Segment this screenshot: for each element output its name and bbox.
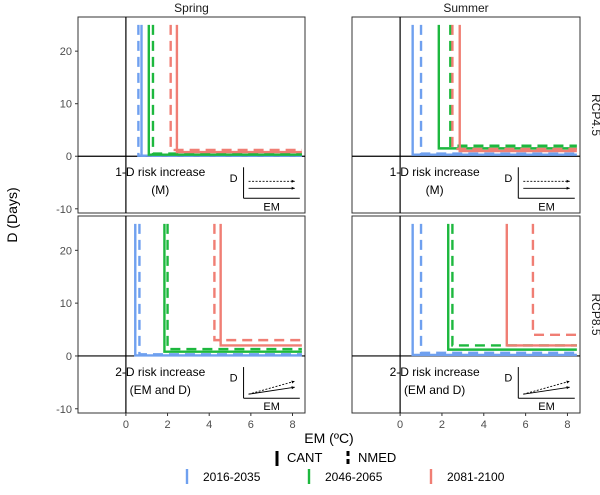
legend-label-2081-2100: 2081-2100 (447, 470, 505, 484)
x-tick-label: 6 (523, 419, 529, 431)
x-tick-label: 2 (439, 419, 445, 431)
annotation-line-1: 2-D risk increase (390, 365, 480, 379)
series-line-2016-2035-nmed (137, 24, 302, 157)
y-axis-title: D (Days) (4, 187, 20, 242)
inset-x-label: EM (538, 401, 555, 413)
y-tick-label: 20 (60, 46, 72, 58)
annotation-line-2: (EM and D) (130, 383, 191, 397)
series-line-2046-2065-nmed (151, 24, 302, 155)
inset-arrow-head (291, 386, 295, 390)
inset-y-label: D (504, 173, 512, 185)
inset-x-label: EM (263, 201, 280, 213)
series-line-2081-2100-nmed (531, 223, 577, 337)
inset-arrow-head (566, 179, 570, 183)
annotation-line-1: 1-D risk increase (390, 165, 480, 179)
legend-label-nmed: NMED (358, 450, 396, 465)
inset-arrow-head (566, 380, 570, 384)
legend-label-2016-2035: 2016-2035 (203, 470, 261, 484)
series-line-2081-2100-cant (458, 24, 577, 153)
inset-x-label: EM (538, 201, 555, 213)
x-tick-label: 6 (248, 419, 254, 431)
inset-y-label: D (504, 373, 512, 385)
inset-arrow-head (291, 179, 295, 183)
inset-arrow-line (523, 380, 570, 395)
inset-arrow-line (523, 386, 570, 395)
inset-arrow-head (291, 380, 295, 384)
series-line-2016-2035-cant (411, 223, 577, 357)
inset-arrow-head (566, 386, 570, 390)
column-strip-summer: Summer (443, 1, 488, 15)
series-line-2046-2065-nmed (451, 223, 577, 347)
panel-summer-rcp85-frame (351, 215, 581, 414)
column-strip-spring: Spring (174, 1, 209, 15)
y-tick-label: 10 (60, 298, 72, 310)
x-axis-title: EM (ºC) (304, 430, 353, 446)
panel-spring-rcp85-frame (77, 215, 306, 414)
y-tick-label: -10 (56, 204, 72, 216)
series-line-2016-2035-nmed (419, 223, 577, 354)
series-line-2016-2035-nmed (138, 223, 302, 356)
y-tick-label: -10 (56, 404, 72, 416)
annotation-line-2: (M) (151, 183, 169, 197)
inset-arrow-head (566, 186, 570, 190)
series-line-2081-2100-cant (505, 223, 577, 347)
series-line-2081-2100-cant (219, 223, 302, 347)
x-tick-label: 8 (564, 419, 570, 431)
inset-y-label: D (230, 373, 238, 385)
series-line-2046-2065-nmed (449, 24, 577, 147)
series-line-2016-2035-cant (134, 223, 302, 357)
inset-x-label: EM (263, 401, 280, 413)
legend-label-cant: CANT (287, 450, 322, 465)
row-strip-rcp85: RCP8.5 (589, 293, 600, 335)
x-tick-label: 4 (206, 419, 212, 431)
x-tick-label: 4 (481, 419, 487, 431)
y-tick-label: 0 (66, 151, 72, 163)
x-tick-label: 0 (397, 419, 403, 431)
series-line-2081-2100-nmed (169, 24, 302, 152)
y-tick-label: 10 (60, 99, 72, 111)
series-line-2046-2065-cant (447, 223, 577, 351)
row-strip-rcp45: RCP4.5 (589, 94, 600, 136)
inset-arrow-line (248, 380, 295, 395)
series-line-2046-2065-cant (163, 223, 302, 353)
inset-y-label: D (230, 173, 238, 185)
panel-summer-rcp45-frame (351, 16, 581, 214)
x-tick-label: 8 (289, 419, 295, 431)
annotation-line-1: 2-D risk increase (115, 365, 205, 379)
series-line-2081-2100-cant (175, 24, 302, 154)
series-line-2016-2035-nmed (419, 24, 577, 155)
legend-label-2046-2065: 2046-2065 (325, 470, 383, 484)
series-line-2046-2065-nmed (166, 223, 302, 351)
annotation-line-2: (M) (426, 183, 444, 197)
series-line-2081-2100-nmed (213, 223, 302, 342)
y-tick-label: 20 (60, 245, 72, 257)
inset-arrow-head (291, 186, 295, 190)
series-line-2046-2065-cant (437, 24, 577, 150)
panel-spring-rcp45-frame (77, 16, 306, 214)
annotation-line-1: 1-D risk increase (115, 165, 205, 179)
inset-arrow-line (248, 386, 295, 395)
y-tick-label: 0 (66, 351, 72, 363)
series-line-2081-2100-nmed (451, 24, 577, 151)
x-tick-label: 0 (123, 419, 129, 431)
x-tick-label: 2 (164, 419, 170, 431)
annotation-line-2: (EM and D) (404, 383, 465, 397)
